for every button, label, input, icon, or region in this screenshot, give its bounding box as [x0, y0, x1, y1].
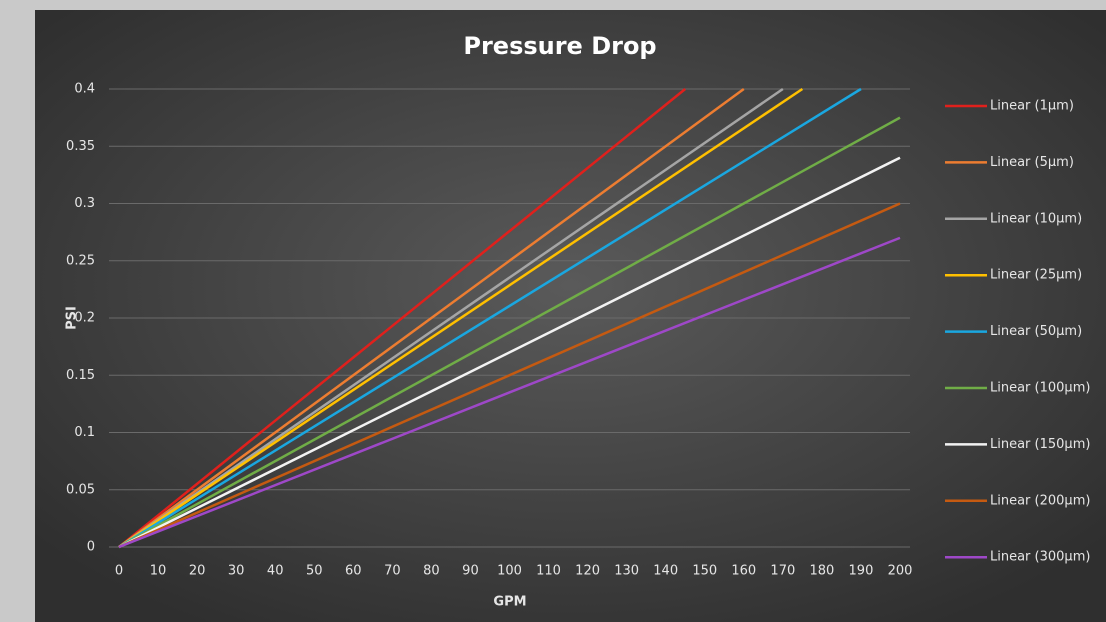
legend-label: Linear (150µm): [990, 437, 1090, 452]
x-tick-label: 110: [536, 564, 561, 579]
legend-label: Linear (10µm): [990, 211, 1082, 226]
y-tick-label: 0.35: [66, 139, 95, 154]
legend-label: Linear (200µm): [990, 493, 1090, 508]
x-axis-title: GPM: [493, 595, 526, 610]
x-tick-label: 30: [228, 564, 245, 579]
series-line: [118, 88, 687, 548]
x-tick-label: 60: [345, 564, 362, 579]
legend-label: Linear (100µm): [990, 381, 1090, 396]
x-tick-label: 140: [653, 564, 678, 579]
x-tick-label: 130: [614, 564, 639, 579]
y-tick-label: 0: [87, 540, 95, 555]
x-tick-label: 180: [809, 564, 834, 579]
series-line: [118, 236, 901, 549]
x-tick-label: 50: [306, 564, 323, 579]
x-tick-label: 100: [497, 564, 522, 579]
y-axis-title: PSI: [65, 306, 80, 330]
series-line: [118, 116, 901, 549]
x-tick-label: 120: [575, 564, 600, 579]
series-line: [118, 87, 804, 549]
y-tick-label: 0.25: [66, 253, 95, 268]
x-tick-label: 20: [189, 564, 206, 579]
x-tick-label: 200: [888, 564, 913, 579]
x-tick-label: 160: [731, 564, 756, 579]
series-line: [118, 87, 862, 549]
legend-label: Linear (1µm): [990, 99, 1074, 114]
x-tick-label: 170: [770, 564, 795, 579]
chart-panel: [35, 10, 1106, 622]
legend-label: Linear (5µm): [990, 155, 1074, 170]
y-tick-label: 0.2: [74, 311, 95, 326]
chart-title: Pressure Drop: [463, 32, 656, 60]
y-tick-label: 0.05: [66, 482, 95, 497]
x-tick-label: 70: [384, 564, 401, 579]
x-tick-label: 90: [462, 564, 479, 579]
x-tick-label: 80: [423, 564, 440, 579]
series-line: [118, 87, 784, 549]
y-tick-label: 0.4: [74, 82, 95, 97]
y-tick-label: 0.3: [74, 196, 95, 211]
series-line: [118, 202, 901, 549]
x-tick-label: 150: [692, 564, 717, 579]
series-line: [118, 156, 901, 549]
x-tick-label: 40: [267, 564, 284, 579]
x-tick-label: 190: [849, 564, 874, 579]
legend-label: Linear (25µm): [990, 268, 1082, 283]
x-tick-label: 10: [150, 564, 167, 579]
y-tick-label: 0.15: [66, 368, 95, 383]
x-tick-label: 0: [115, 564, 123, 579]
legend-label: Linear (300µm): [990, 550, 1090, 565]
series-line: [118, 87, 745, 549]
y-tick-label: 0.1: [74, 425, 95, 440]
legend-label: Linear (50µm): [990, 324, 1082, 339]
